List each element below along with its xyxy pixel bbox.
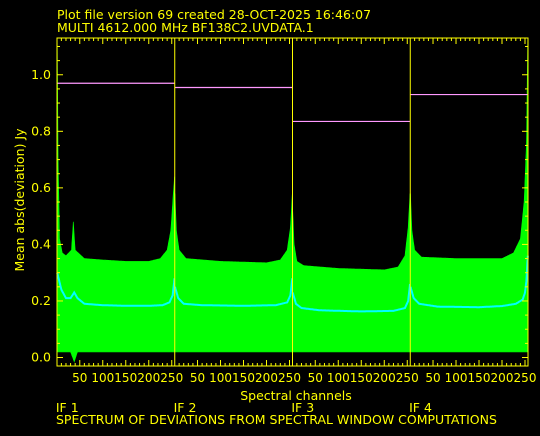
x-tick-label-if-1-3: 200 bbox=[137, 371, 160, 385]
x-tick-label-if-1-1: 100 bbox=[91, 371, 114, 385]
y-tick-label-1: 0.2 bbox=[31, 293, 51, 308]
x-tick-label-if-3-0: 50 bbox=[308, 371, 323, 385]
x-tick-label-if-3-4: 250 bbox=[396, 371, 419, 385]
if-label-4: IF 4 bbox=[409, 400, 432, 415]
y-tick-label-2: 0.4 bbox=[31, 236, 51, 251]
x-tick-label-if-4-1: 100 bbox=[445, 371, 468, 385]
x-tick-label-if-3-2: 150 bbox=[350, 371, 373, 385]
y-tick-label-3: 0.6 bbox=[31, 180, 51, 195]
x-tick-label-if-2-4: 250 bbox=[278, 371, 301, 385]
header-line-2: MULTI 4612.000 MHz BF138C2.UVDATA.1 bbox=[57, 20, 314, 35]
mean-trace-if-2 bbox=[174, 278, 294, 307]
header-line-1: Plot file version 69 created 28-OCT-2025… bbox=[57, 7, 371, 22]
x-tick-label-if-2-2: 150 bbox=[232, 371, 255, 385]
x-tick-label-if-4-3: 200 bbox=[491, 371, 514, 385]
mean-trace-if-3 bbox=[291, 283, 411, 313]
x-tick-label-if-3-1: 100 bbox=[327, 371, 350, 385]
if-label-3: IF 3 bbox=[291, 400, 314, 415]
y-tick-label-4: 0.8 bbox=[31, 123, 51, 138]
x-tick-label-if-3-3: 200 bbox=[373, 371, 396, 385]
y-axis-label: Mean abs(deviation) Jy bbox=[12, 128, 27, 272]
x-axis-label: Spectral channels bbox=[240, 388, 352, 403]
x-tick-label-if-2-3: 200 bbox=[255, 371, 278, 385]
mean-trace-if-1 bbox=[56, 272, 176, 307]
axis-layer: IF 1 IF 2 IF 3 IF 40.00.20.40.60.81.050 100 1… bbox=[31, 37, 537, 415]
x-tick-label-if-2-1: 100 bbox=[209, 371, 232, 385]
x-tick-label-if-4-4: 250 bbox=[514, 371, 537, 385]
mean-trace-if-4 bbox=[409, 255, 529, 309]
if-label-1: IF 1 bbox=[56, 400, 79, 415]
x-tick-label-if-1-4: 250 bbox=[160, 371, 183, 385]
if-label-2: IF 2 bbox=[174, 400, 197, 415]
x-tick-label-if-1-0: 50 bbox=[72, 371, 87, 385]
x-tick-label-if-1-2: 150 bbox=[114, 371, 137, 385]
x-tick-label-if-4-0: 50 bbox=[425, 371, 440, 385]
y-tick-label-0: 0.0 bbox=[31, 350, 51, 365]
x-tick-label-if-2-0: 50 bbox=[190, 371, 205, 385]
footer-caption: SPECTRUM OF DEVIATIONS FROM SPECTRAL WIN… bbox=[56, 412, 497, 427]
x-tick-label-if-4-2: 150 bbox=[468, 371, 491, 385]
y-tick-label-5: 1.0 bbox=[31, 67, 51, 82]
data-layer bbox=[56, 37, 529, 363]
